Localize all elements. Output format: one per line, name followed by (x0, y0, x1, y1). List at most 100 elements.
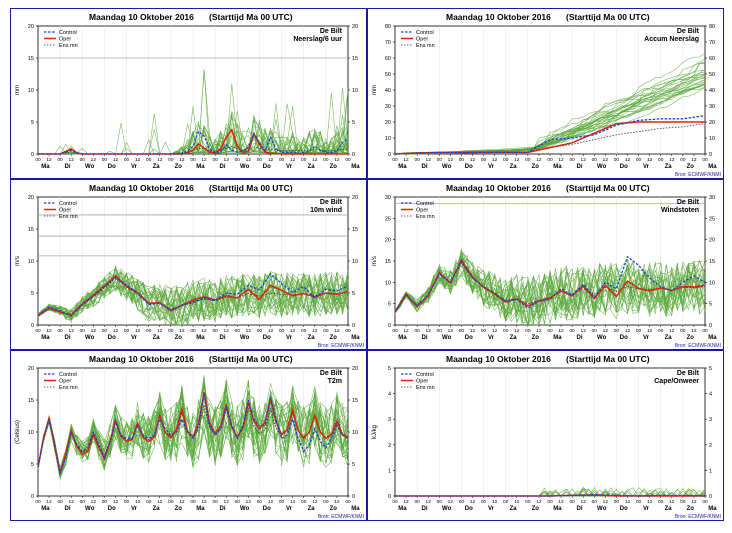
y-tick-label: 80 (385, 24, 391, 30)
x-hour-label: 00 (190, 328, 196, 334)
legend-label: Control (59, 372, 77, 378)
y-tick-label: 0 (388, 494, 391, 500)
x-hour-label: 00 (459, 499, 465, 505)
x-day-label: Di (422, 506, 428, 512)
x-day-label: Wo (85, 164, 95, 170)
x-hour-label: 12 (246, 499, 252, 505)
x-hour-label: 12 (91, 328, 97, 334)
y-tick-label-right: 20 (352, 195, 358, 201)
x-hour-label: 12 (603, 157, 609, 163)
page-title: Maandag 10 Oktober 2016 (446, 12, 551, 22)
y-axis-label: m/s (15, 256, 21, 266)
variable-name: Windstoten (661, 207, 699, 214)
y-tick-label: 0 (31, 152, 34, 158)
x-hour-label: 12 (448, 328, 454, 334)
x-hour-label: 12 (625, 499, 631, 505)
x-hour-label: 12 (312, 328, 318, 334)
x-hour-label: 12 (492, 157, 498, 163)
x-hour-label: 12 (46, 157, 52, 163)
y-tick-label-right: 5 (709, 302, 712, 308)
x-hour-label: 00 (414, 157, 420, 163)
x-hour-label: 12 (492, 328, 498, 334)
source-label: Bron: ECMWF/KNMI (318, 343, 364, 349)
x-day-label: Za (665, 506, 673, 512)
x-hour-label: 00 (547, 328, 553, 334)
series-control (395, 494, 706, 497)
panel-accum-neerslag: Maandag 10 Oktober 2016 (Starttijd Ma 00 … (367, 8, 724, 179)
station-name: De Bilt (320, 370, 343, 377)
x-day-label: Zo (175, 164, 183, 170)
x-hour-label: 12 (46, 328, 52, 334)
x-day-label: Do (108, 335, 116, 341)
x-day-label: Ma (398, 164, 407, 170)
x-day-label: Wo (597, 164, 607, 170)
x-hour-label: 00 (481, 499, 487, 505)
x-day-label: Di (65, 164, 71, 170)
x-day-label: Vr (286, 164, 293, 170)
source-label: Bron: ECMWF/KNMI (675, 172, 721, 178)
x-hour-label: 00 (614, 328, 620, 334)
x-day-label: Vr (488, 164, 495, 170)
x-hour-label: 00 (35, 499, 41, 505)
legend-label: Ens mn (416, 43, 435, 49)
x-hour-label: 00 (525, 157, 531, 163)
x-day-label: Ma (553, 335, 562, 341)
y-tick-label-right: 4 (709, 392, 712, 398)
x-hour-label: 12 (312, 499, 318, 505)
y-tick-label-right: 80 (709, 24, 715, 30)
variable-name: Cape/Onweer (654, 378, 699, 385)
x-hour-label: 12 (179, 157, 185, 163)
x-hour-label: 12 (157, 328, 163, 334)
x-hour-label: 12 (334, 328, 340, 334)
x-hour-label: 12 (603, 328, 609, 334)
y-tick-label-right: 10 (352, 88, 358, 94)
start-time: (Starttijd Ma 00 UTC) (566, 12, 650, 22)
x-hour-label: 12 (581, 157, 587, 163)
y-tick-label: 20 (28, 24, 34, 30)
y-tick-label-right: 5 (352, 120, 355, 126)
ensemble-member-line (394, 249, 706, 322)
series-control (37, 393, 349, 477)
y-tick-label-right: 0 (709, 152, 712, 158)
panel-neerslag: Maandag 10 Oktober 2016 (Starttijd Ma 00 … (10, 8, 367, 179)
y-axis-label: mm (15, 85, 21, 95)
x-hour-label: 12 (91, 499, 97, 505)
x-day-label: Wo (442, 506, 452, 512)
chart-svg: Maandag 10 Oktober 2016 (Starttijd Ma 00 … (372, 12, 721, 178)
x-hour-label: 12 (669, 328, 675, 334)
x-day-label: Zo (687, 164, 695, 170)
ensemble-member-line (394, 260, 706, 326)
x-hour-label: 00 (301, 328, 307, 334)
panel-t2m: Maandag 10 Oktober 2016 (Starttijd Ma 00 … (10, 350, 367, 521)
x-day-label: Vr (286, 506, 293, 512)
x-hour-label: 00 (680, 499, 686, 505)
x-hour-label: 12 (514, 157, 520, 163)
ensemble-member-line (37, 393, 349, 474)
y-tick-label-right: 30 (709, 104, 715, 110)
x-hour-label: 12 (669, 499, 675, 505)
x-day-label: Wo (442, 164, 452, 170)
x-day-label: Zo (175, 335, 183, 341)
x-hour-label: 12 (157, 499, 163, 505)
chart-svg: Maandag 10 Oktober 2016 (Starttijd Ma 00 … (15, 12, 360, 170)
source-label: Bron: ECMWF/KNMI (675, 514, 721, 520)
x-hour-label: 12 (312, 157, 318, 163)
x-day-label: Do (465, 335, 473, 341)
x-hour-label: 00 (481, 157, 487, 163)
y-tick-label: 0 (31, 494, 34, 500)
x-hour-label: 12 (201, 499, 207, 505)
variable-name: Neerslag/6 uur (293, 36, 342, 43)
x-hour-label: 00 (702, 328, 708, 334)
station-name: De Bilt (677, 370, 700, 377)
x-hour-label: 00 (257, 499, 263, 505)
panel-cape-onweer: Maandag 10 Oktober 2016 (Starttijd Ma 00 … (367, 350, 724, 521)
y-tick-label-right: 5 (709, 366, 712, 372)
legend-label: Oper (416, 208, 428, 214)
y-tick-label-right: 60 (709, 56, 715, 62)
page-title: Maandag 10 Oktober 2016 (89, 12, 194, 22)
x-hour-label: 12 (268, 328, 274, 334)
y-tick-label: 2 (388, 443, 391, 449)
x-hour-label: 00 (658, 157, 664, 163)
x-day-label: Ma (351, 164, 360, 170)
x-day-label: Ma (553, 164, 562, 170)
